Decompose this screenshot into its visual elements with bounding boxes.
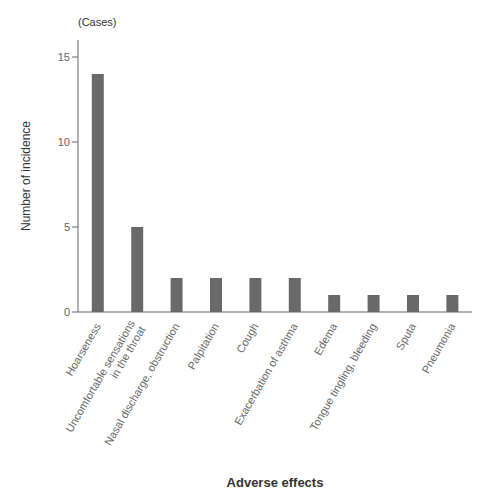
svg-text:Nasal discharge, obstruction: Nasal discharge, obstruction <box>102 321 182 447</box>
svg-text:15: 15 <box>58 51 70 63</box>
svg-text:Edema: Edema <box>311 320 339 357</box>
svg-text:Sputa: Sputa <box>393 320 418 352</box>
svg-text:Palpitation: Palpitation <box>185 321 221 371</box>
svg-text:Exacerbation of asthma: Exacerbation of asthma <box>232 320 301 427</box>
svg-text:Uncomfortable sensationsin the: Uncomfortable sensationsin the throat <box>63 318 148 441</box>
html-text:(Cases): (Cases) <box>78 16 117 28</box>
svg-text:Adverse effects: Adverse effects <box>227 475 324 490</box>
svg-text:10: 10 <box>58 136 70 148</box>
svg-text:Pneumonia: Pneumonia <box>419 320 458 375</box>
svg-text:Tongue tingling, bleeding: Tongue tingling, bleeding <box>307 321 378 432</box>
svg-text:Cough: Cough <box>234 321 261 355</box>
svg-text:0: 0 <box>64 306 70 318</box>
svg-text:5: 5 <box>64 221 70 233</box>
svg-text:Hoarseness: Hoarseness <box>63 321 103 378</box>
svg-text:Number of incidence: Number of incidence <box>19 121 33 231</box>
